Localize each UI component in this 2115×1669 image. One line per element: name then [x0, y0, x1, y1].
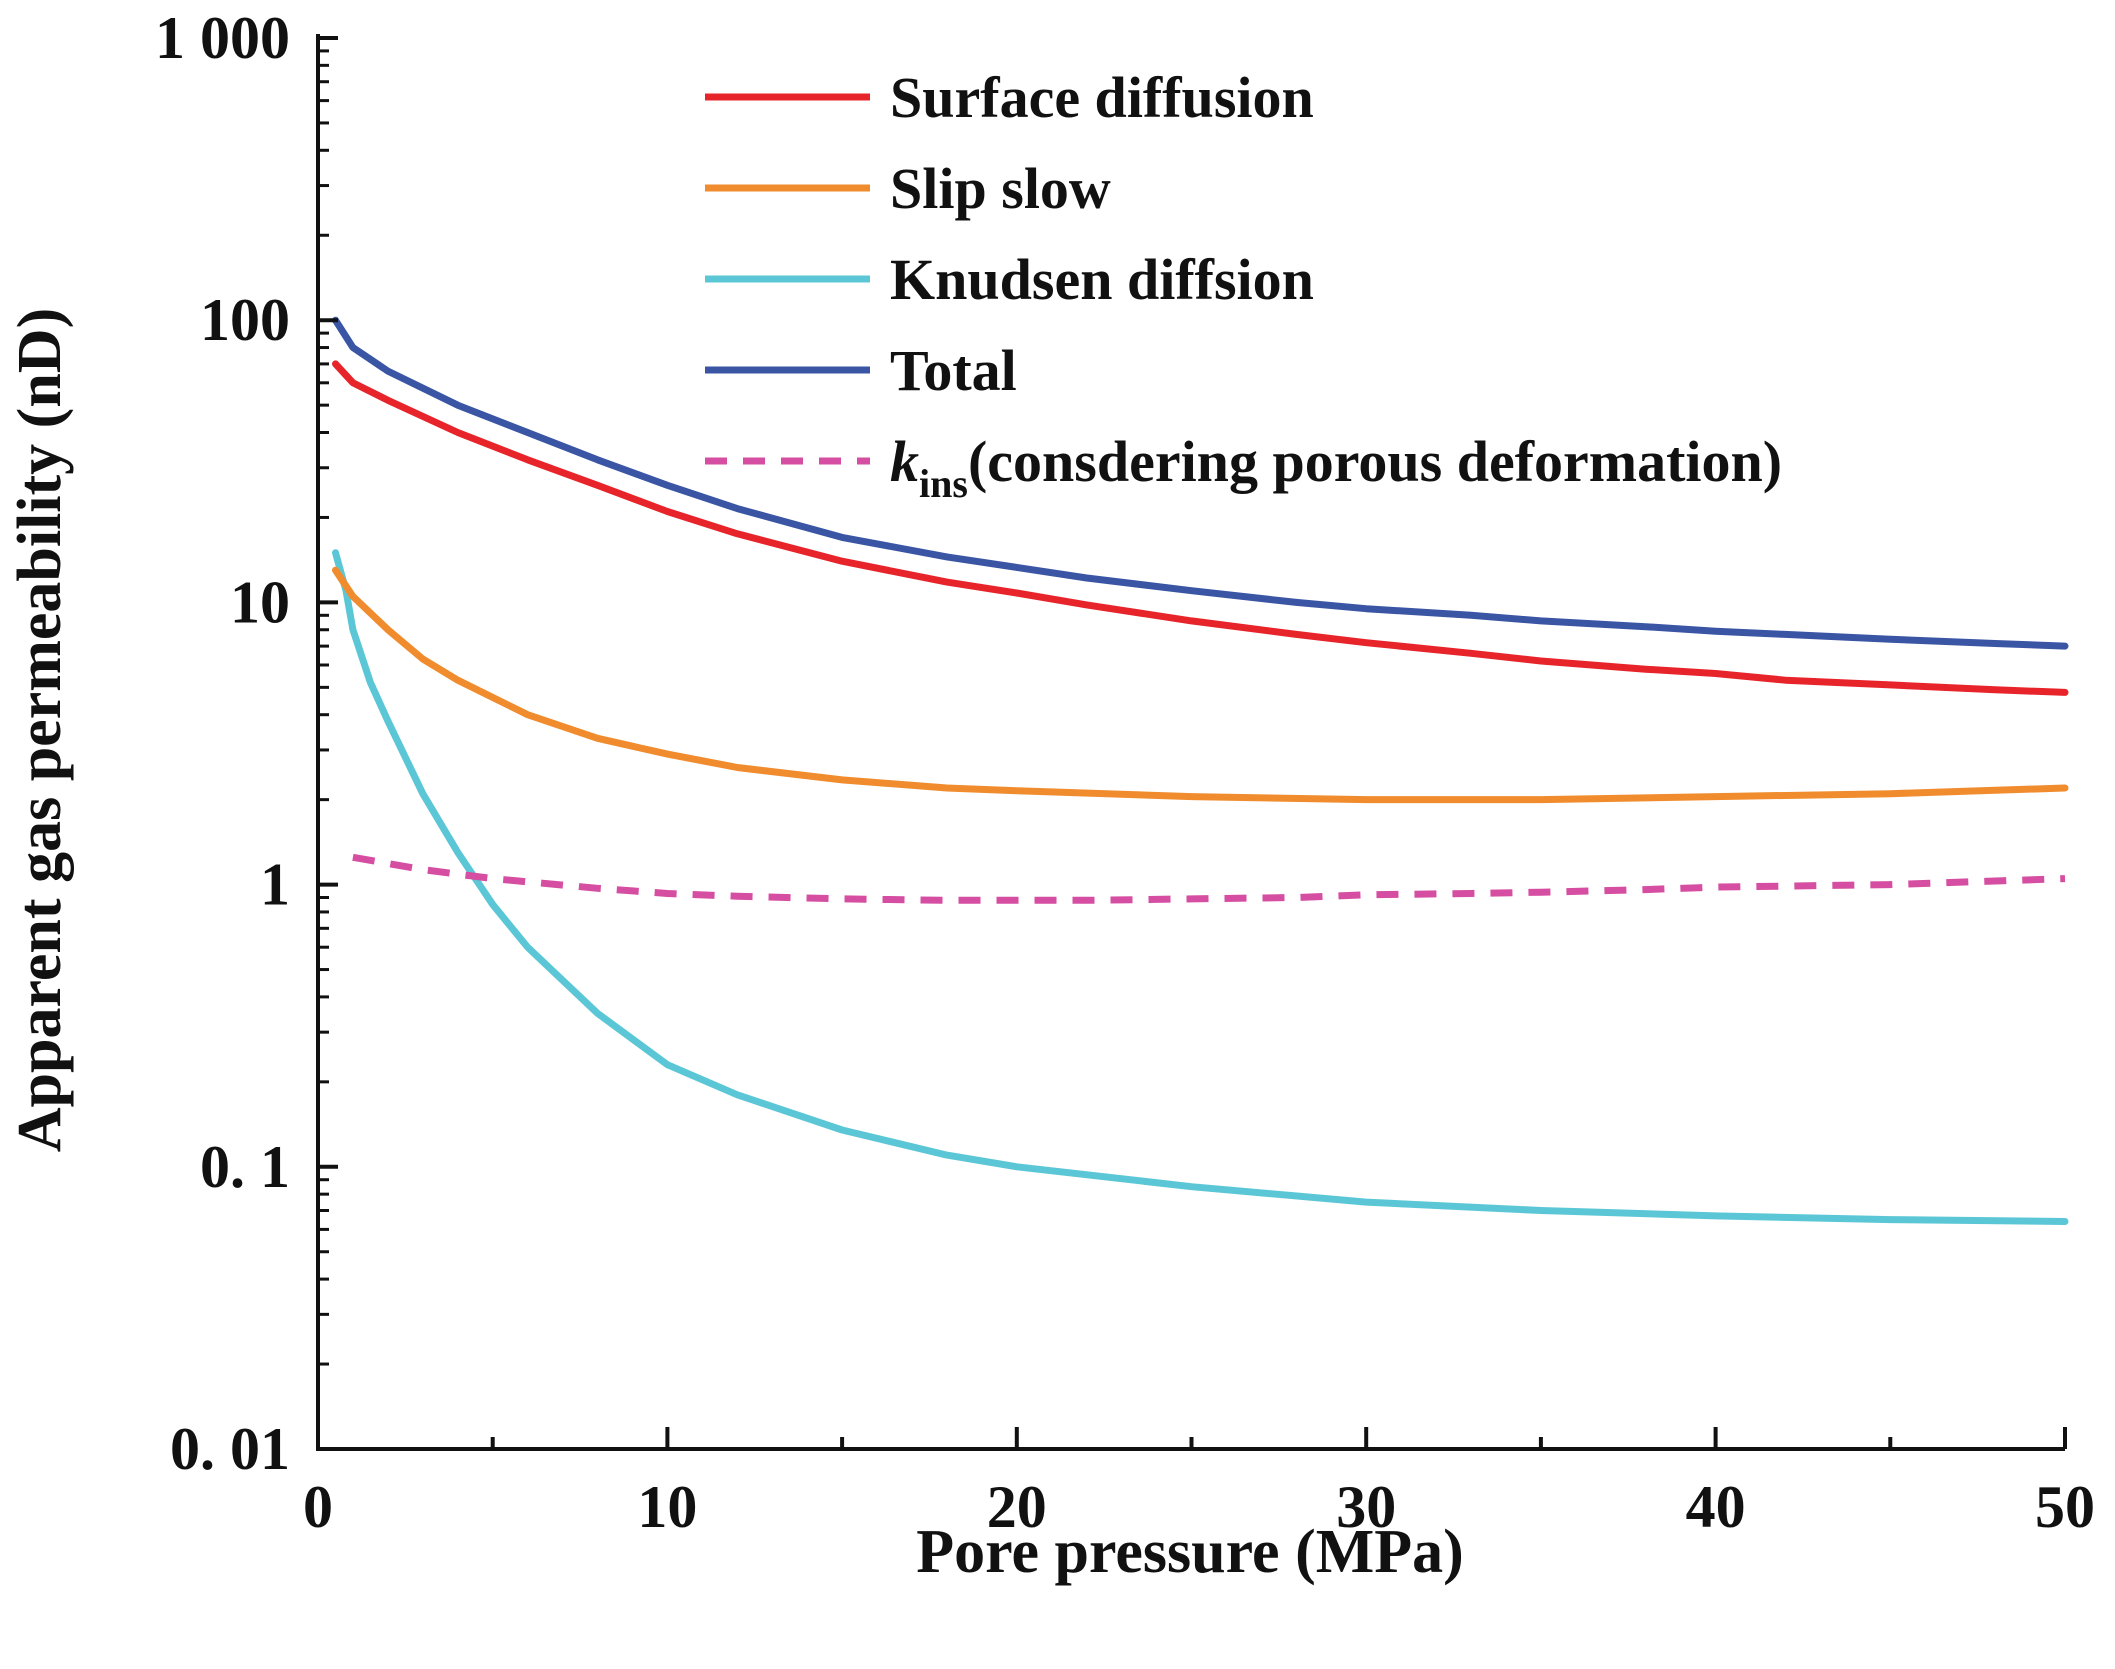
- x-axis-title: Pore pressure (MPa): [916, 1518, 1464, 1586]
- x-tick-label: 0: [303, 1474, 333, 1540]
- y-tick-label: 0. 1: [200, 1134, 290, 1200]
- series-line-4: [352, 853, 2066, 904]
- y-axis-title: Apparent gas permeability (nD): [6, 308, 74, 1152]
- legend-label-0: Surface diffusion: [890, 65, 1314, 130]
- x-tick-label: 50: [2035, 1474, 2095, 1540]
- y-tick-label: 1 000: [155, 5, 290, 71]
- y-tick-label: 1: [260, 852, 290, 918]
- x-tick-label: 30: [1336, 1474, 1396, 1540]
- x-tick-label: 20: [987, 1474, 1047, 1540]
- legend-label-1: Slip slow: [890, 156, 1111, 221]
- legend-label-4: kins(consdering porous deformation): [890, 429, 1782, 506]
- legend-label-3: Total: [890, 338, 1017, 403]
- x-tick-label: 40: [1686, 1474, 1746, 1540]
- y-tick-label: 10: [230, 569, 290, 635]
- y-tick-label: 0. 01: [170, 1416, 290, 1482]
- ticks-layer: 0 10 20 30 40 50 0. 01 0. 1 1 10 100 1 000: [155, 5, 2095, 1540]
- series-line-0: [332, 360, 2069, 696]
- x-tick-label: 10: [637, 1474, 697, 1540]
- series-line-2: [332, 549, 2069, 1225]
- series-line-1: [332, 566, 2069, 804]
- series-line-3: [332, 316, 2069, 650]
- legend: Surface diffusion Slip slow Knudsen diffsi…: [705, 65, 1782, 506]
- legend-label-2: Knudsen diffsion: [890, 247, 1314, 312]
- y-tick-label: 100: [200, 287, 290, 353]
- series-layer: [332, 316, 2069, 1225]
